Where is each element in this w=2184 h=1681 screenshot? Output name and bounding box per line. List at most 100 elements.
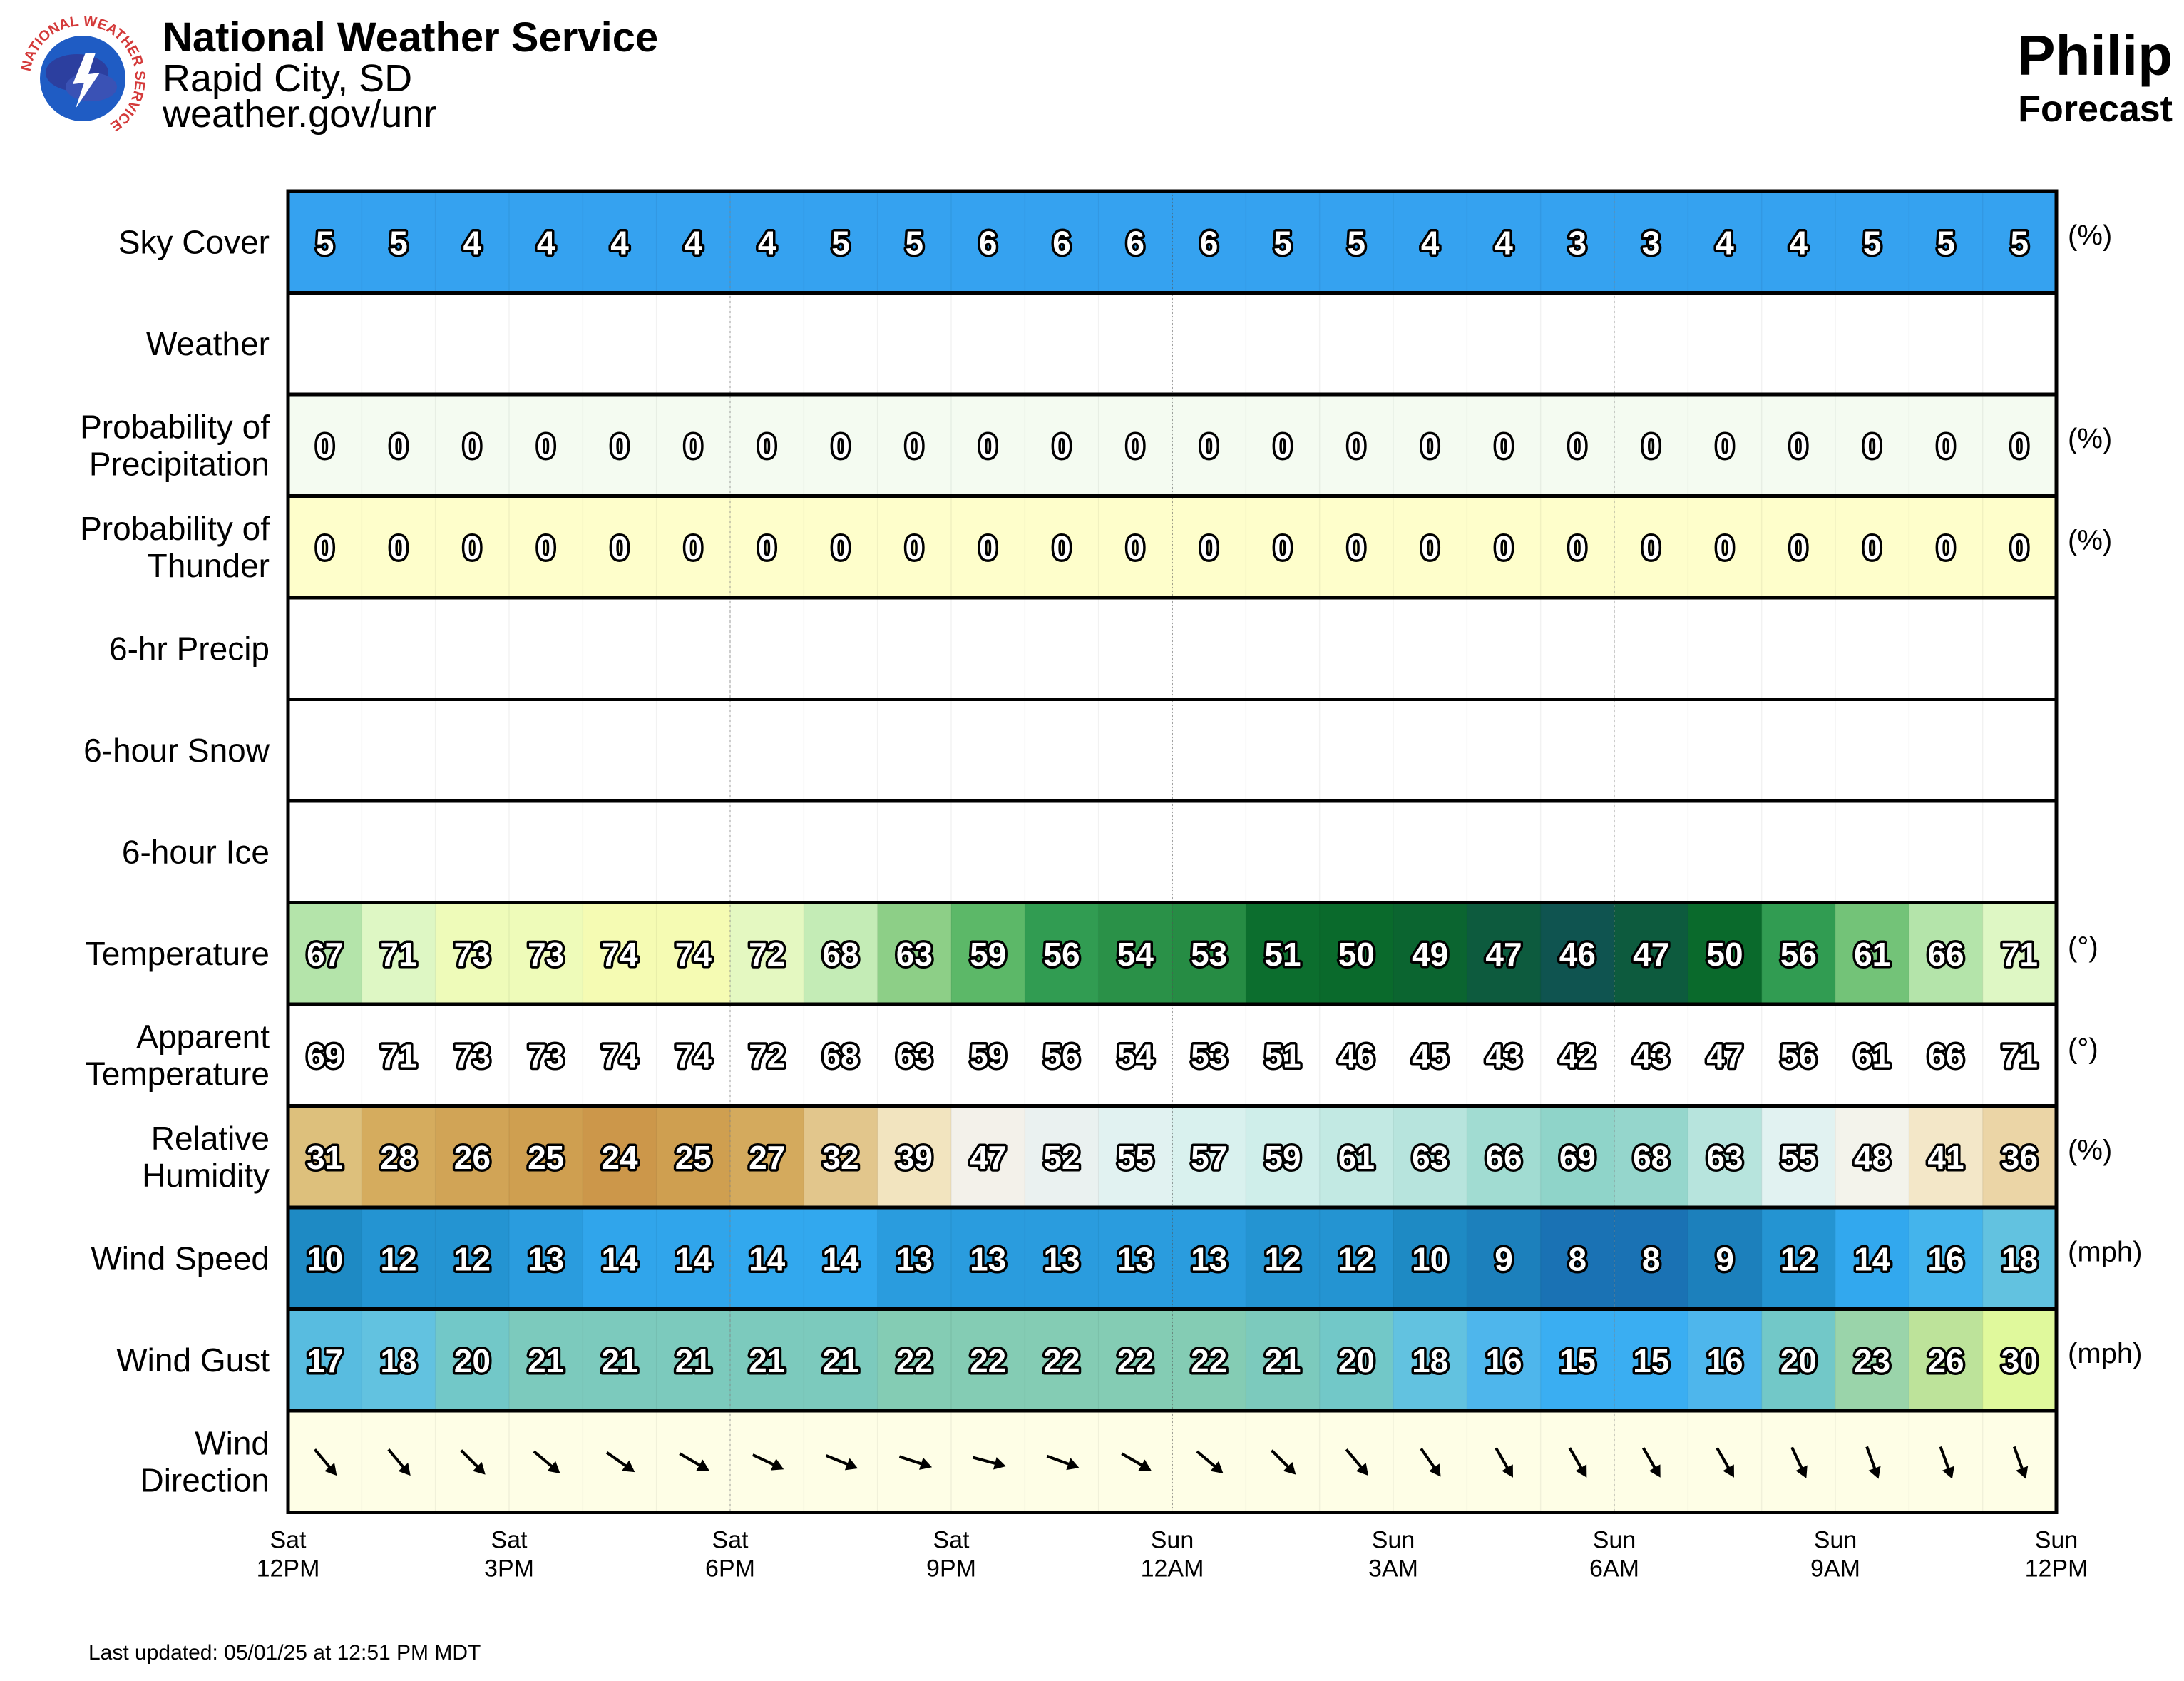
cell-qpf [877, 598, 952, 700]
cell-qpf [1319, 598, 1394, 700]
cell-wspd [1761, 1207, 1836, 1309]
row-label-wdir: Wind Direction [140, 1424, 270, 1498]
cell-wspd [656, 1207, 731, 1309]
value-temp: 50 [1338, 936, 1375, 973]
value-sky: 4 [537, 224, 555, 261]
cell-feels [288, 1004, 362, 1106]
cell-wspd [509, 1207, 583, 1309]
wind-direction-arrow-icon [825, 1454, 858, 1471]
value-rh: 47 [970, 1139, 1006, 1176]
x-tick-time: 3AM [1368, 1555, 1418, 1583]
value-gust: 18 [380, 1342, 416, 1379]
cell-thunder [362, 496, 436, 598]
value-temp: 49 [1412, 936, 1448, 973]
cell-ice [1614, 801, 1688, 903]
value-gust: 21 [749, 1342, 785, 1379]
cell-feels [951, 1004, 1025, 1106]
office-name: Rapid City, SD [163, 57, 413, 100]
cell-wspd [288, 1207, 362, 1309]
value-thunder: 0 [1200, 529, 1219, 566]
value-sky: 5 [831, 224, 850, 261]
cell-sky [1025, 191, 1099, 293]
value-pop: 0 [979, 427, 998, 464]
x-tick-time: 9AM [1810, 1555, 1860, 1583]
value-thunder: 0 [610, 529, 629, 566]
cell-temp [1319, 902, 1394, 1004]
cell-snow [1982, 699, 2057, 801]
x-tick-time: 6PM [705, 1555, 755, 1583]
cell-temp [1761, 902, 1836, 1004]
value-rh: 27 [749, 1139, 785, 1176]
value-wspd: 8 [1642, 1240, 1661, 1277]
value-pop: 0 [1569, 427, 1587, 464]
cell-gust [1761, 1309, 1836, 1411]
value-gust: 22 [1043, 1342, 1080, 1379]
cell-ice [804, 801, 878, 903]
value-gust: 20 [1780, 1342, 1817, 1379]
cell-sky [951, 191, 1025, 293]
cell-snow [877, 699, 952, 801]
cell-temp [1909, 902, 1984, 1004]
wind-direction-arrow-icon [1046, 1454, 1080, 1471]
cell-thunder [1098, 496, 1173, 598]
cell-rh [1688, 1105, 1763, 1207]
cell-thunder [1393, 496, 1467, 598]
cell-thunder [1172, 496, 1246, 598]
cell-qpf [1761, 598, 1836, 700]
cell-gust [1688, 1309, 1763, 1411]
cell-thunder [1540, 496, 1615, 598]
cell-pop [1688, 394, 1763, 496]
cell-wspd [1319, 1207, 1394, 1309]
cell-snow [1098, 699, 1173, 801]
cell-qpf [288, 598, 362, 700]
value-rh: 55 [1117, 1139, 1154, 1176]
cell-wx [804, 292, 878, 394]
cell-thunder [1467, 496, 1542, 598]
value-pop: 0 [1642, 427, 1661, 464]
cell-snow [509, 699, 583, 801]
cell-feels [656, 1004, 731, 1106]
value-pop: 0 [1495, 427, 1513, 464]
value-temp: 51 [1264, 936, 1301, 973]
value-feels: 73 [454, 1037, 491, 1074]
cell-qpf [1835, 598, 1909, 700]
value-rh: 55 [1780, 1139, 1817, 1176]
cell-thunder [804, 496, 878, 598]
value-sky: 5 [906, 224, 924, 261]
x-tick-time: 12PM [257, 1555, 320, 1583]
value-wspd: 14 [675, 1240, 712, 1277]
wind-direction-arrow-icon [460, 1449, 486, 1475]
cell-wspd [1982, 1207, 2057, 1309]
cell-ice [877, 801, 952, 903]
cell-feels [1982, 1004, 2057, 1106]
cell-wx [656, 292, 731, 394]
value-pop: 0 [1937, 427, 1955, 464]
value-temp: 47 [1485, 936, 1522, 973]
value-wspd: 12 [380, 1240, 416, 1277]
value-rh: 48 [1854, 1139, 1890, 1176]
value-rh: 24 [601, 1139, 638, 1176]
cell-wspd [1025, 1207, 1099, 1309]
value-sky: 6 [1052, 224, 1071, 261]
value-pop: 0 [1348, 427, 1366, 464]
value-sky: 4 [463, 224, 482, 261]
value-temp: 54 [1117, 936, 1154, 973]
cell-temp [1982, 902, 2057, 1004]
value-wspd: 18 [2001, 1240, 2038, 1277]
nws-logo-icon: NATIONAL WEATHER SERVICE [19, 14, 148, 140]
row-unit-gust: (mph) [2068, 1338, 2142, 1369]
office-url[interactable]: weather.gov/unr [163, 93, 437, 136]
cell-gust [1393, 1309, 1467, 1411]
cell-temp [509, 902, 583, 1004]
value-sky: 4 [1716, 224, 1734, 261]
product-title: Forecast [2018, 88, 2173, 130]
cell-rh [288, 1105, 362, 1207]
value-sky: 4 [610, 224, 629, 261]
cell-snow [656, 699, 731, 801]
cell-feels [509, 1004, 583, 1106]
cell-temp [1025, 902, 1099, 1004]
cell-rh [1319, 1105, 1394, 1207]
cell-pop [362, 394, 436, 496]
row-label-snow: 6-hour Snow [83, 732, 270, 769]
value-gust: 21 [528, 1342, 564, 1379]
